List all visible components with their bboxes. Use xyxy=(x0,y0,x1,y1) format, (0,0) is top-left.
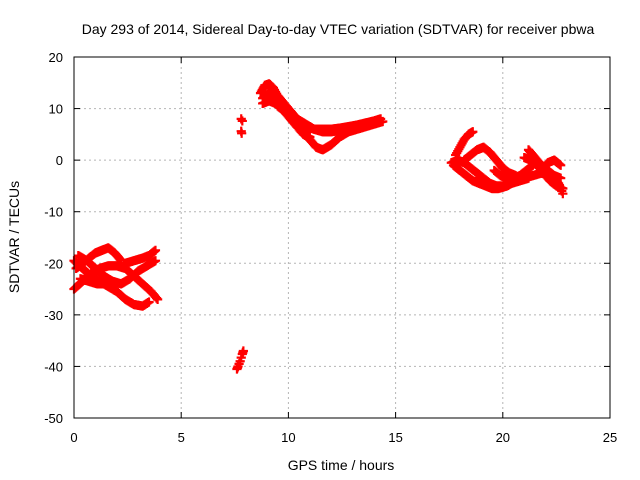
data-point xyxy=(305,132,315,142)
series-arc-3d xyxy=(459,142,521,181)
series-arc-1f xyxy=(75,274,120,292)
y-axis-label: SDTVAR / TECUs xyxy=(6,181,22,293)
y-tick-label: -30 xyxy=(44,308,63,323)
plot-frame xyxy=(73,56,611,419)
x-tick-label: 5 xyxy=(178,430,185,445)
y-tick-label: -50 xyxy=(44,411,63,426)
data-point xyxy=(237,116,247,126)
y-tick-label: 10 xyxy=(49,102,63,117)
data-points xyxy=(69,79,568,374)
series-arc-3e xyxy=(489,160,538,183)
series-arc-3h xyxy=(536,155,566,176)
x-tick-label: 15 xyxy=(388,430,402,445)
series-arc-1e xyxy=(120,245,161,268)
chart-title: Day 293 of 2014, Sidereal Day-to-day VTE… xyxy=(82,21,595,37)
grid xyxy=(74,57,610,418)
series-short-a xyxy=(236,114,247,138)
y-tick-label: -20 xyxy=(44,256,63,271)
data-point xyxy=(144,297,154,307)
x-axis-label: GPS time / hours xyxy=(288,457,395,473)
data-point xyxy=(558,183,568,194)
data-point xyxy=(150,256,161,266)
series-arc-2c xyxy=(258,88,386,134)
data-point xyxy=(150,245,161,255)
axis-ticks xyxy=(73,56,611,419)
series-arc-1d xyxy=(71,243,126,274)
series-arc-3b xyxy=(448,160,568,199)
x-tick-label: 25 xyxy=(603,430,617,445)
y-tick-label: 20 xyxy=(49,50,63,65)
data-point xyxy=(237,128,247,138)
data-point xyxy=(153,294,163,304)
series-arc-2d xyxy=(273,101,315,142)
x-tick-label: 20 xyxy=(496,430,510,445)
tick-labels: 0 5 10 15 20 25 -50 -40 -30 -20 -10 0 10 20 xyxy=(44,50,617,445)
data-point xyxy=(556,160,566,170)
y-tick-label: -40 xyxy=(44,359,63,374)
series-arc-3c xyxy=(451,127,478,160)
y-tick-label: -10 xyxy=(44,205,63,220)
data-point xyxy=(468,127,478,137)
x-tick-label: 10 xyxy=(281,430,295,445)
data-point xyxy=(238,346,248,356)
series-short-b xyxy=(232,346,248,374)
data-point xyxy=(556,173,566,183)
data-point xyxy=(110,281,120,292)
x-tick-label: 0 xyxy=(70,430,77,445)
y-tick-label: 0 xyxy=(56,153,63,168)
data-point xyxy=(375,114,386,124)
